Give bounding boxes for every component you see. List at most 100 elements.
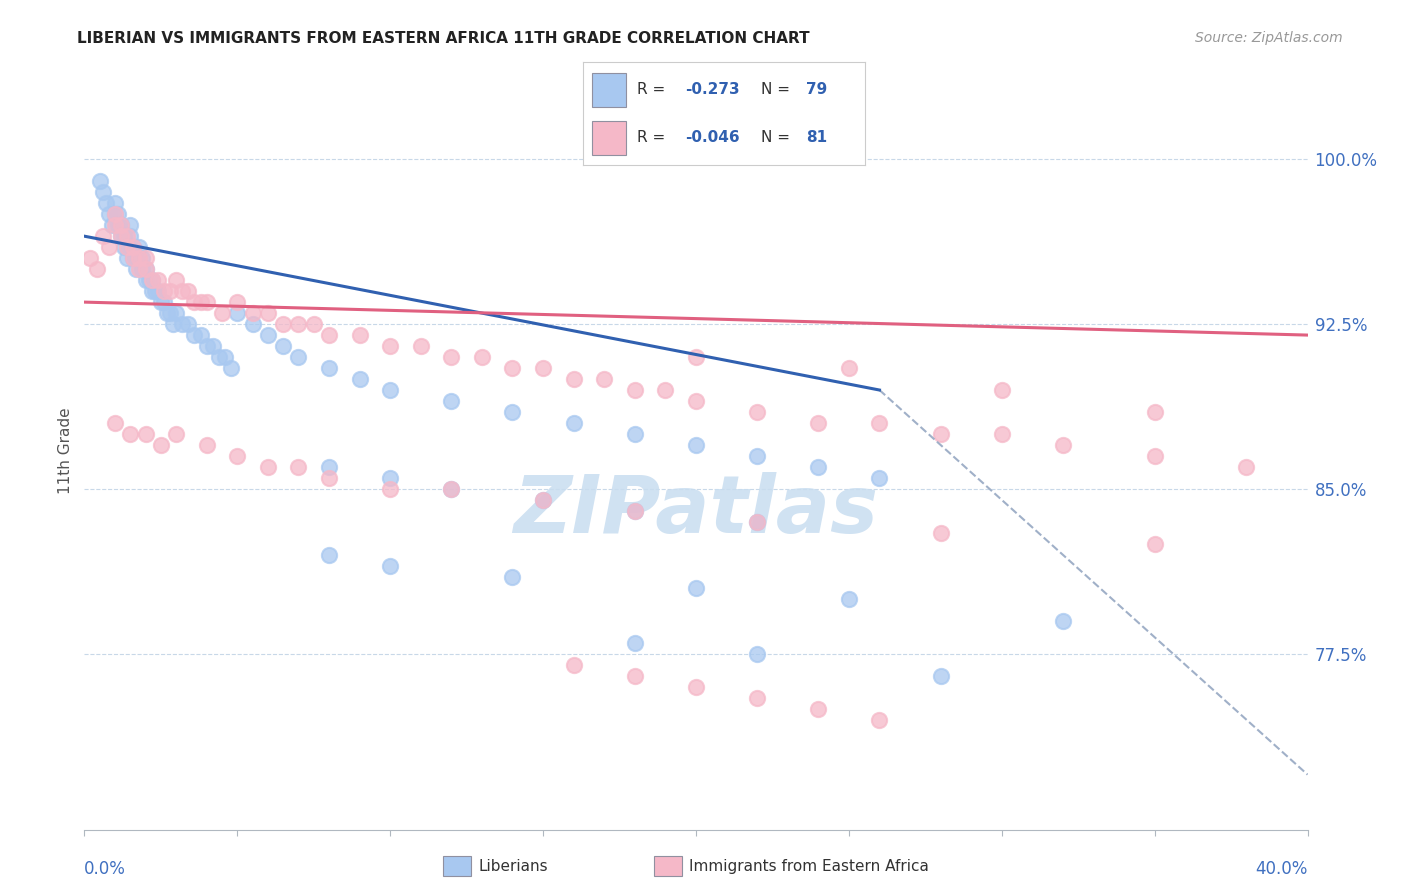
- Point: [1052, 614, 1074, 628]
- Point: [115, 251, 138, 265]
- Point: [807, 459, 830, 474]
- Point: [380, 482, 402, 496]
- Point: [562, 372, 585, 386]
- Point: [131, 262, 153, 277]
- Point: [177, 317, 200, 331]
- Point: [869, 471, 891, 485]
- Point: [219, 361, 242, 376]
- Point: [122, 240, 145, 254]
- Point: [257, 306, 280, 320]
- Point: [226, 449, 249, 463]
- Point: [135, 262, 157, 277]
- Point: [929, 525, 952, 540]
- Point: [531, 492, 554, 507]
- Y-axis label: 11th Grade: 11th Grade: [58, 407, 73, 494]
- Point: [125, 262, 148, 277]
- Point: [242, 317, 264, 331]
- Text: Source: ZipAtlas.com: Source: ZipAtlas.com: [1195, 31, 1343, 45]
- Point: [135, 251, 157, 265]
- Point: [128, 262, 150, 277]
- Point: [685, 394, 707, 409]
- Point: [141, 284, 163, 298]
- Point: [502, 570, 524, 584]
- Point: [380, 383, 402, 397]
- Text: ZIPatlas: ZIPatlas: [513, 472, 879, 550]
- Point: [159, 306, 181, 320]
- Point: [747, 449, 769, 463]
- Point: [149, 295, 172, 310]
- Point: [318, 361, 340, 376]
- Point: [86, 262, 108, 277]
- Point: [747, 515, 769, 529]
- Point: [409, 339, 432, 353]
- Point: [195, 339, 218, 353]
- Point: [79, 251, 101, 265]
- Point: [211, 306, 233, 320]
- Point: [128, 251, 150, 265]
- Point: [156, 306, 179, 320]
- Point: [991, 427, 1014, 442]
- Point: [190, 328, 212, 343]
- Point: [287, 459, 309, 474]
- Bar: [592, 121, 626, 155]
- Point: [349, 328, 371, 343]
- Point: [318, 328, 340, 343]
- Text: Liberians: Liberians: [478, 859, 548, 873]
- Point: [531, 492, 554, 507]
- Point: [135, 273, 157, 287]
- Point: [177, 284, 200, 298]
- Point: [97, 240, 120, 254]
- Point: [141, 273, 163, 287]
- Point: [929, 427, 952, 442]
- Point: [135, 427, 157, 442]
- Point: [747, 690, 769, 705]
- Text: R =: R =: [637, 82, 671, 97]
- Point: [149, 438, 172, 452]
- Text: N =: N =: [761, 130, 794, 145]
- Point: [141, 273, 163, 287]
- Point: [440, 394, 463, 409]
- Point: [562, 657, 585, 672]
- Point: [183, 295, 205, 310]
- Point: [562, 416, 585, 430]
- Point: [94, 196, 117, 211]
- Point: [838, 361, 860, 376]
- Point: [380, 558, 402, 573]
- Point: [159, 284, 181, 298]
- Point: [747, 647, 769, 661]
- Point: [242, 306, 264, 320]
- Point: [685, 680, 707, 694]
- Point: [226, 306, 249, 320]
- Point: [104, 207, 127, 221]
- Point: [135, 262, 157, 277]
- Point: [1143, 537, 1166, 551]
- Point: [624, 504, 647, 518]
- Point: [115, 240, 138, 254]
- Point: [110, 229, 132, 244]
- Point: [531, 361, 554, 376]
- Point: [318, 459, 340, 474]
- Point: [380, 471, 402, 485]
- Point: [380, 339, 402, 353]
- Point: [302, 317, 325, 331]
- Point: [214, 350, 236, 364]
- Text: N =: N =: [761, 82, 794, 97]
- Point: [257, 459, 280, 474]
- Point: [122, 240, 145, 254]
- Point: [195, 438, 218, 452]
- Point: [162, 317, 184, 331]
- Text: LIBERIAN VS IMMIGRANTS FROM EASTERN AFRICA 11TH GRADE CORRELATION CHART: LIBERIAN VS IMMIGRANTS FROM EASTERN AFRI…: [77, 31, 810, 46]
- Point: [1143, 405, 1166, 419]
- Point: [440, 482, 463, 496]
- Point: [287, 317, 309, 331]
- Point: [502, 405, 524, 419]
- Text: 81: 81: [806, 130, 827, 145]
- Point: [165, 273, 187, 287]
- Point: [318, 548, 340, 562]
- Point: [271, 339, 294, 353]
- Point: [146, 273, 169, 287]
- Point: [208, 350, 231, 364]
- Point: [624, 383, 647, 397]
- Point: [624, 636, 647, 650]
- Point: [110, 218, 132, 232]
